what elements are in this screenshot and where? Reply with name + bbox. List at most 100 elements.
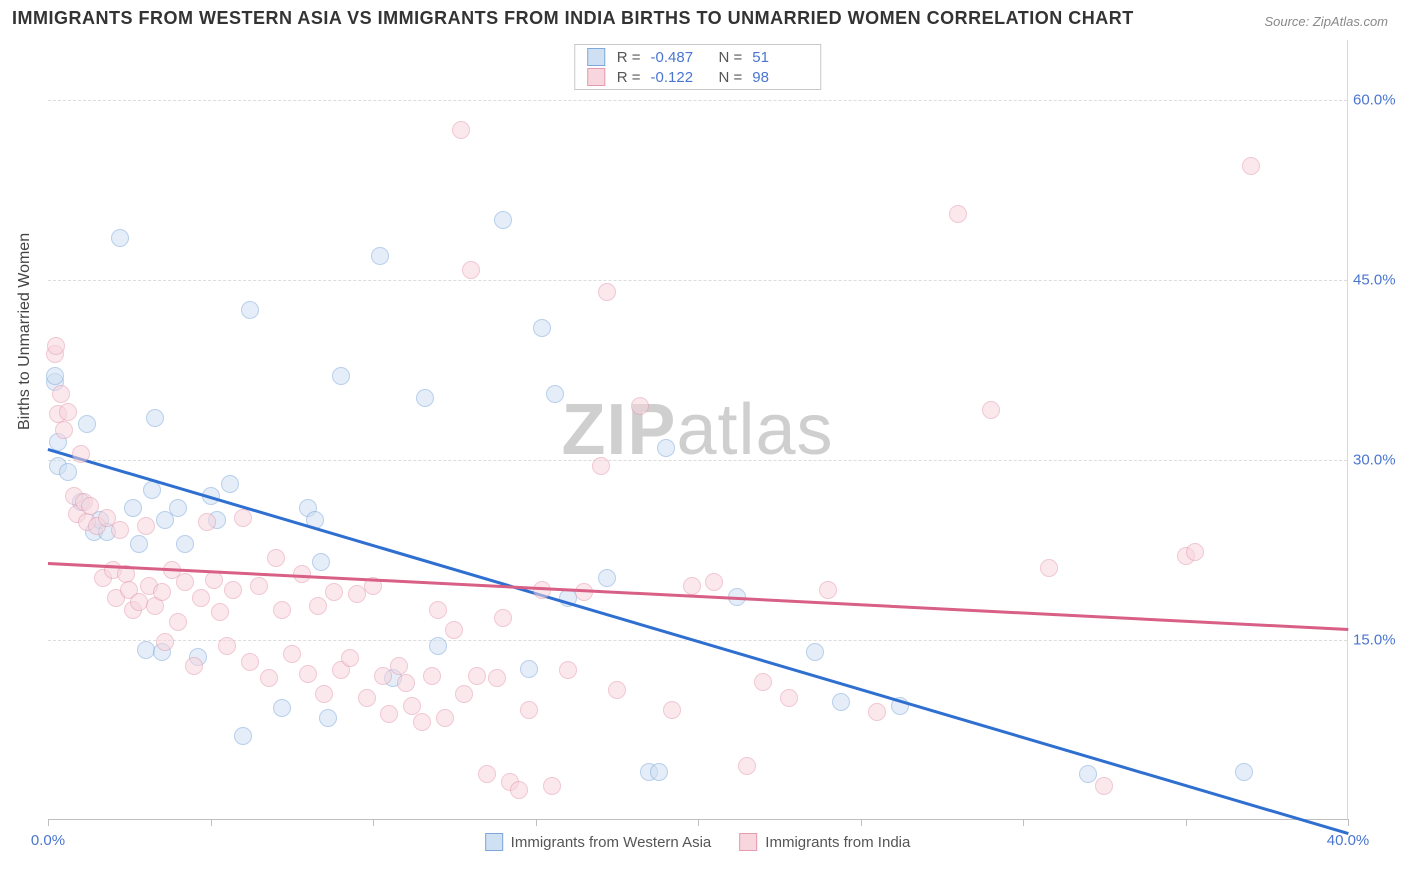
data-point-india	[397, 674, 415, 692]
data-point-western_asia	[494, 211, 512, 229]
data-point-india	[455, 685, 473, 703]
watermark-zip: ZIP	[561, 390, 676, 470]
data-point-india	[819, 581, 837, 599]
data-point-western_asia	[59, 463, 77, 481]
data-point-india	[192, 589, 210, 607]
data-point-india	[468, 667, 486, 685]
data-point-western_asia	[371, 247, 389, 265]
data-point-western_asia	[332, 367, 350, 385]
x-tick	[698, 819, 699, 826]
data-point-india	[1242, 157, 1260, 175]
data-point-india	[59, 403, 77, 421]
data-point-india	[559, 661, 577, 679]
data-point-india	[185, 657, 203, 675]
data-point-western_asia	[146, 409, 164, 427]
data-point-western_asia	[319, 709, 337, 727]
y-tick-label: 45.0%	[1353, 272, 1406, 289]
data-point-india	[1040, 559, 1058, 577]
data-point-india	[462, 261, 480, 279]
data-point-india	[982, 401, 1000, 419]
data-point-western_asia	[312, 553, 330, 571]
data-point-india	[283, 645, 301, 663]
data-point-western_asia	[221, 475, 239, 493]
chart-title: IMMIGRANTS FROM WESTERN ASIA VS IMMIGRAN…	[12, 8, 1134, 29]
data-point-western_asia	[234, 727, 252, 745]
data-point-india	[325, 583, 343, 601]
data-point-india	[315, 685, 333, 703]
data-point-india	[55, 421, 73, 439]
data-point-india	[423, 667, 441, 685]
data-point-western_asia	[657, 439, 675, 457]
swatch-icon	[587, 68, 605, 86]
gridline	[48, 100, 1347, 101]
data-point-india	[780, 689, 798, 707]
data-point-western_asia	[598, 569, 616, 587]
data-point-india	[738, 757, 756, 775]
data-point-india	[137, 517, 155, 535]
data-point-india	[598, 283, 616, 301]
data-point-india	[111, 521, 129, 539]
legend-label: Immigrants from India	[765, 834, 910, 851]
data-point-india	[488, 669, 506, 687]
y-tick-label: 15.0%	[1353, 632, 1406, 649]
data-point-western_asia	[1079, 765, 1097, 783]
data-point-india	[299, 665, 317, 683]
data-point-india	[130, 593, 148, 611]
data-point-western_asia	[832, 693, 850, 711]
legend-label: Immigrants from Western Asia	[511, 834, 712, 851]
n-value: 51	[752, 49, 808, 66]
x-tick	[861, 819, 862, 826]
data-point-western_asia	[806, 643, 824, 661]
series-legend: Immigrants from Western Asia Immigrants f…	[485, 833, 911, 851]
data-point-western_asia	[520, 660, 538, 678]
data-point-india	[390, 657, 408, 675]
data-point-india	[224, 581, 242, 599]
data-point-india	[452, 121, 470, 139]
n-value: 98	[752, 69, 808, 86]
data-point-western_asia	[546, 385, 564, 403]
data-point-india	[520, 701, 538, 719]
plot-area: ZIPatlas R =-0.487N =51R =-0.122N =98 Im…	[48, 40, 1348, 820]
data-point-western_asia	[78, 415, 96, 433]
data-point-india	[1095, 777, 1113, 795]
data-point-india	[309, 597, 327, 615]
data-point-india	[234, 509, 252, 527]
swatch-icon	[739, 833, 757, 851]
r-label: R =	[617, 49, 641, 66]
data-point-india	[868, 703, 886, 721]
data-point-india	[341, 649, 359, 667]
trend-line-india	[48, 562, 1348, 630]
x-tick	[536, 819, 537, 826]
swatch-icon	[485, 833, 503, 851]
legend-item: Immigrants from India	[739, 833, 910, 851]
data-point-western_asia	[46, 367, 64, 385]
data-point-western_asia	[143, 481, 161, 499]
data-point-india	[176, 573, 194, 591]
data-point-india	[705, 573, 723, 591]
r-value: -0.487	[651, 49, 707, 66]
r-value: -0.122	[651, 69, 707, 86]
data-point-india	[608, 681, 626, 699]
data-point-india	[81, 497, 99, 515]
x-tick	[48, 819, 49, 826]
watermark-atlas: atlas	[676, 390, 833, 470]
data-point-india	[198, 513, 216, 531]
data-point-india	[205, 571, 223, 589]
data-point-india	[72, 445, 90, 463]
source-attribution: Source: ZipAtlas.com	[1264, 14, 1388, 29]
data-point-western_asia	[169, 499, 187, 517]
x-tick	[211, 819, 212, 826]
data-point-india	[494, 609, 512, 627]
x-tick-label: 40.0%	[1327, 832, 1370, 849]
data-point-india	[683, 577, 701, 595]
data-point-western_asia	[130, 535, 148, 553]
x-tick	[1186, 819, 1187, 826]
swatch-icon	[587, 48, 605, 66]
data-point-western_asia	[111, 229, 129, 247]
gridline	[48, 280, 1347, 281]
x-tick	[373, 819, 374, 826]
data-point-india	[218, 637, 236, 655]
data-point-india	[47, 337, 65, 355]
trend-line-western_asia	[48, 448, 1349, 834]
x-tick	[1348, 819, 1349, 826]
